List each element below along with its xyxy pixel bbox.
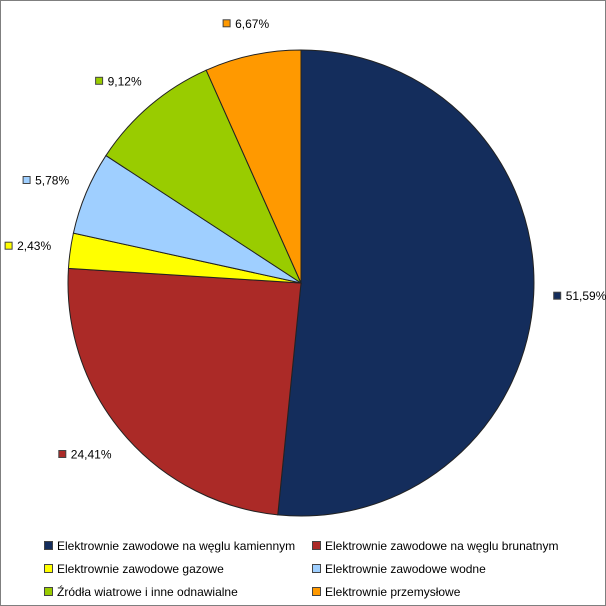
- data-label-swatch: [4, 241, 13, 250]
- legend-row: Elektrownie zawodowe gazowe Elektrownie …: [44, 557, 604, 580]
- data-label-swatch: [553, 291, 562, 300]
- data-label-swatch: [222, 19, 231, 28]
- data-label-przemyslowe: 6,67%: [222, 17, 269, 31]
- data-label-wegiel-brunatny: 24,41%: [58, 448, 112, 462]
- legend-item-wegiel-brunatny: Elektrownie zawodowe na węglu brunatnym: [312, 539, 580, 553]
- chart-legend: Elektrownie zawodowe na węglu kamiennym …: [44, 534, 604, 603]
- legend-swatch: [44, 587, 53, 596]
- data-label-text: 6,67%: [235, 17, 269, 31]
- data-label-text: 24,41%: [71, 448, 112, 462]
- legend-row: Źródła wiatrowe i inne odnawialne Elektr…: [44, 580, 604, 603]
- data-label-wodne: 5,78%: [22, 174, 69, 188]
- legend-label: Elektrownie zawodowe na węglu kamiennym: [57, 538, 296, 553]
- legend-item-wodne: Elektrownie zawodowe wodne: [312, 562, 580, 576]
- data-label-swatch: [58, 450, 67, 458]
- legend-swatch: [312, 587, 321, 596]
- legend-swatch: [312, 541, 321, 550]
- pie-slice-wegiel-brunatny: [67, 267, 302, 516]
- data-label-text: 51,59%: [566, 289, 606, 303]
- data-label-swatch: [22, 176, 31, 184]
- data-label-swatch: [95, 76, 104, 85]
- legend-label: Elektrownie zawodowe wodne: [325, 561, 486, 576]
- pie-slice-przemyslowe: [205, 49, 302, 284]
- data-label-wiatrowe: 9,12%: [95, 74, 142, 88]
- legend-row: Elektrownie zawodowe na węglu kamiennym …: [44, 534, 604, 557]
- pie-data-labels: 51,59% 24,41% 2,43% 5,78% 9,12% 6,67%: [4, 17, 606, 462]
- pie-slices: [67, 49, 535, 517]
- data-label-text: 5,78%: [35, 174, 69, 188]
- legend-label: Źródła wiatrowe i inne odnawialne: [57, 584, 238, 599]
- legend-label: Elektrownie zawodowe na węglu brunatnym: [325, 538, 559, 553]
- data-label-text: 9,12%: [108, 74, 142, 88]
- legend-item-przemyslowe: Elektrownie przemysłowe: [312, 585, 580, 599]
- legend-swatch: [44, 564, 53, 573]
- legend-label: Elektrownie zawodowe gazowe: [57, 561, 224, 576]
- legend-label: Elektrownie przemysłowe: [325, 584, 461, 599]
- legend-swatch: [44, 541, 53, 550]
- legend-item-gazowe: Elektrownie zawodowe gazowe: [44, 562, 312, 576]
- legend-item-wiatrowe: Źródła wiatrowe i inne odnawialne: [44, 585, 312, 599]
- legend-item-wegiel-kamienny: Elektrownie zawodowe na węglu kamiennym: [44, 539, 312, 553]
- data-label-wegiel-kamienny: 51,59%: [553, 289, 606, 303]
- legend-swatch: [312, 564, 321, 573]
- data-label-gazowe: 2,43%: [4, 239, 51, 253]
- pie-slice-wiatrowe: [105, 69, 303, 285]
- pie-slice-wegiel-kamienny: [277, 49, 535, 517]
- data-label-text: 2,43%: [17, 239, 51, 253]
